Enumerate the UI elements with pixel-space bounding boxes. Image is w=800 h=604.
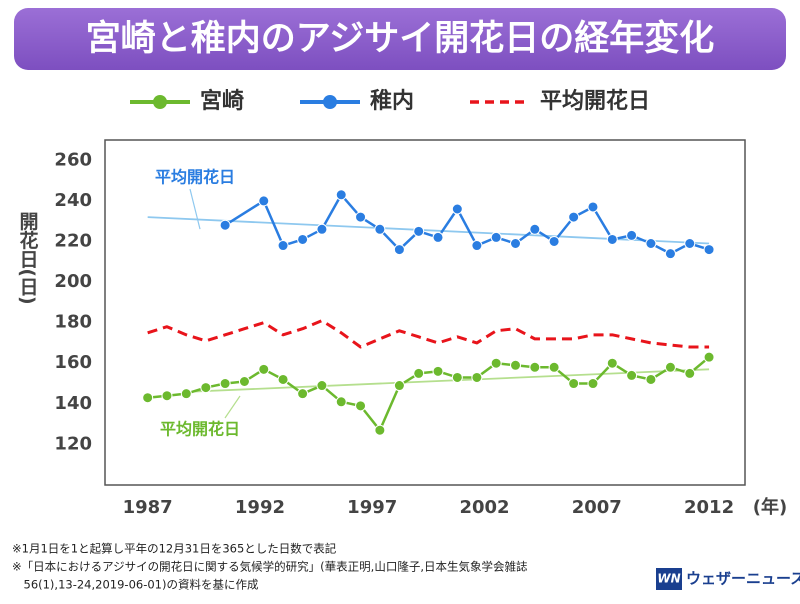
logo-text: ウェザーニュース [686,570,800,588]
logo-mark: WN [657,572,680,586]
data-point [277,240,289,252]
data-point [606,357,618,369]
y-tick-label: 240 [54,190,92,211]
data-point [490,231,502,243]
trend-line [192,368,710,393]
y-tick-label: 260 [54,149,92,170]
plot-frame [104,139,746,486]
data-point [645,373,657,385]
data-point [568,378,580,390]
trend-annotation: 平均開花日 [160,420,240,439]
data-point [684,367,696,379]
y-axis-label: 開花日(日) [17,211,39,305]
data-point [529,361,541,373]
legend-label: 稚内 [370,89,414,114]
data-point [568,211,580,223]
data-point [180,388,192,400]
data-point [413,225,425,237]
data-point [606,233,618,245]
annotation-leader [224,395,241,419]
y-tick-label: 180 [54,312,92,333]
chart-title: 宮崎と稚内のアジサイ開花日の経年変化 [86,18,715,59]
data-point [529,223,541,235]
data-point [238,376,250,387]
data-point [664,248,676,260]
data-point [587,201,599,213]
data-point [277,373,289,385]
footnote: 56(1),13-24,2019-06-01)の資料を基に作成 [12,578,259,592]
x-tick-label: 2007 [572,497,622,518]
x-tick-label: 1987 [123,497,173,518]
data-point [200,382,212,394]
data-point [258,363,270,375]
data-point [684,238,696,249]
series-line [147,319,710,349]
x-tick-label: 1997 [347,497,397,518]
y-tick-label: 160 [54,352,92,373]
data-point [355,400,367,412]
data-point [355,211,367,223]
data-point [374,424,386,436]
footnote: ※1月1日を1と起算し平年の12月31日を365とした日数で表記 [12,542,337,556]
data-point [703,351,715,363]
x-tick-label: 2012 [684,497,734,518]
data-point [393,380,405,392]
logo-icon [656,568,682,590]
data-point [548,361,560,373]
data-point [142,392,154,404]
data-point [509,238,521,249]
data-point [393,244,405,256]
y-tick-label: 200 [54,271,92,292]
x-tick-label: 2002 [459,497,509,518]
data-point [645,238,657,249]
legend-marker [323,95,337,109]
y-tick-label: 220 [54,230,92,251]
data-point [316,380,328,392]
data-point [432,231,444,243]
data-point [219,219,231,231]
data-point [297,388,309,400]
data-point [703,244,715,256]
data-point [161,390,173,402]
data-point [471,371,483,383]
legend-label: 宮崎 [200,88,244,114]
data-point [490,357,502,369]
trend-annotation: 平均開花日 [155,168,235,187]
data-point [626,369,638,381]
x-tick-label: 1992 [235,497,285,518]
y-tick-label: 140 [54,393,92,414]
data-point [587,378,599,390]
data-point [258,195,270,207]
data-point [335,396,347,408]
data-point [548,235,560,247]
data-point [451,371,463,383]
data-point [664,361,676,373]
data-point [471,240,483,252]
data-point [432,365,444,377]
y-tick-label: 120 [54,433,92,454]
x-axis-label: (年) [753,496,787,518]
data-point [626,229,638,241]
legend-label: 平均開花日 [540,88,650,114]
annotation-leader [189,188,201,230]
data-point [413,367,425,379]
legend-marker [153,95,167,109]
title-banner [14,8,786,70]
data-point [374,223,386,235]
data-point [219,378,231,390]
data-point [297,233,309,245]
footnote: ※「日本におけるアジサイの開花日に関する気候学的研究」(華表正明,山口隆子,日本… [12,560,528,574]
data-point [316,223,328,235]
data-point [509,359,521,371]
data-point [335,189,347,201]
data-point [451,203,463,215]
